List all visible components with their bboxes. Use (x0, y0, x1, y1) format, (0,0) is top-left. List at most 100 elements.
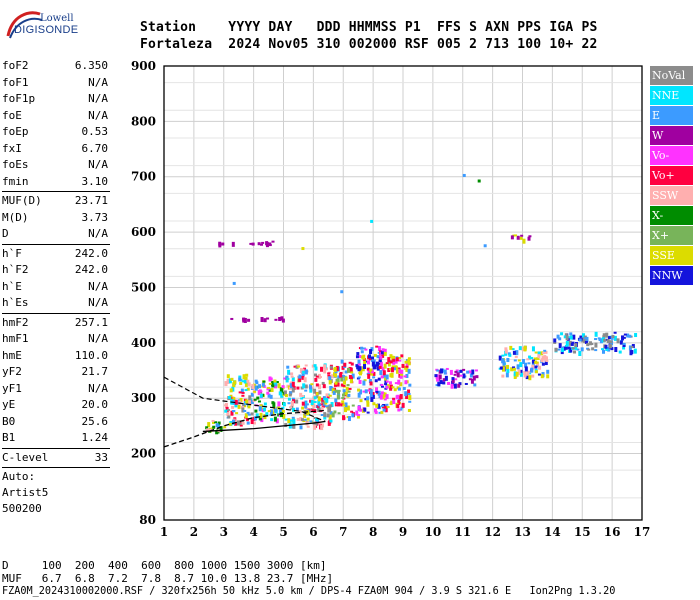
echo-point (292, 423, 296, 429)
echo-point (405, 363, 409, 367)
param-row: M(D) 3.73 (2, 210, 110, 227)
echo-point (564, 346, 568, 350)
echo-point (299, 392, 303, 397)
echo-point (630, 346, 634, 349)
echo-point (374, 379, 378, 383)
echo-point (274, 382, 278, 387)
echo-point (397, 398, 401, 401)
echo-point (363, 407, 367, 412)
param-divider (2, 191, 110, 192)
echo-point (337, 390, 341, 395)
echo-point (348, 387, 352, 390)
echo-point (569, 335, 573, 340)
echo-point (270, 388, 274, 393)
echo-point (622, 336, 626, 339)
echo-point (277, 413, 281, 417)
echo-point (351, 373, 355, 379)
echo-point (322, 398, 326, 401)
param-value: N/A (88, 227, 108, 240)
echo-point (540, 374, 544, 379)
echo-point (355, 355, 359, 359)
echo-point (399, 382, 403, 387)
echo-point (259, 390, 263, 393)
echo-point (356, 414, 360, 419)
echo-point (528, 371, 532, 375)
echo-point (607, 347, 611, 352)
echo-point (464, 382, 468, 385)
y-tick-label: 700 (131, 170, 156, 184)
echo-point (269, 409, 273, 415)
echo-point (322, 396, 326, 401)
echo-point (462, 368, 466, 371)
echo-point (466, 370, 470, 374)
echo-point (396, 394, 400, 399)
echo-point (234, 399, 238, 405)
echo-point (512, 367, 516, 371)
param-row: D N/A (2, 226, 110, 243)
param-row: B0 25.6 (2, 414, 110, 431)
echo-point (342, 389, 346, 393)
echo-point (230, 317, 234, 320)
echo-point (356, 377, 360, 380)
echo-point (329, 404, 333, 408)
echo-point (325, 397, 329, 403)
echo-point (591, 347, 595, 351)
echo-point (587, 348, 591, 351)
echo-point (367, 373, 371, 379)
param-row: C-level 33 (2, 450, 110, 467)
echo-point (519, 236, 523, 240)
echo-point (402, 387, 406, 391)
echo-point (344, 376, 348, 381)
echo-point (320, 425, 324, 431)
echo-point (282, 413, 286, 419)
y-tick-label: 400 (131, 336, 156, 350)
echo-point (521, 359, 525, 365)
echo-point (335, 378, 339, 384)
echo-point (230, 377, 234, 381)
echo-point (301, 395, 305, 398)
echo-point (389, 360, 393, 364)
echo-point (565, 335, 569, 341)
echo-point (621, 335, 625, 341)
param-row: foF1 N/A (2, 75, 110, 92)
echo-point (261, 382, 265, 387)
echo-point (572, 334, 576, 340)
echo-point (385, 394, 389, 400)
echo-point (230, 401, 234, 405)
echo-point (346, 367, 350, 373)
echo-point (340, 376, 344, 382)
echo-point (343, 391, 347, 395)
echo-point (472, 375, 476, 381)
echo-point (246, 411, 250, 414)
echo-point (385, 362, 389, 365)
param-value: 1.24 (81, 431, 109, 444)
echo-point (368, 379, 372, 384)
echo-point (250, 419, 254, 425)
echo-point (279, 387, 283, 393)
echo-point (377, 377, 381, 381)
echo-point (290, 372, 294, 376)
echo-point (447, 381, 451, 385)
echo-point (613, 331, 617, 334)
echo-point (384, 383, 388, 386)
echo-point (321, 381, 325, 385)
echo-point (317, 384, 321, 390)
echo-point (281, 385, 285, 389)
echo-point (342, 384, 346, 387)
echo-point (389, 373, 393, 378)
echo-point (610, 347, 614, 351)
echo-point (509, 345, 513, 350)
echo-point (526, 358, 530, 361)
echo-point (360, 346, 364, 350)
echo-point (254, 385, 258, 391)
echo-point (329, 419, 333, 423)
echo-point (403, 375, 407, 378)
echo-point (340, 383, 344, 387)
echo-point (265, 242, 269, 246)
echo-point (381, 366, 385, 371)
echo-point (299, 417, 303, 422)
echo-point (328, 394, 332, 397)
echo-point (226, 408, 230, 411)
echo-point (542, 357, 546, 361)
echo-point (562, 347, 566, 351)
